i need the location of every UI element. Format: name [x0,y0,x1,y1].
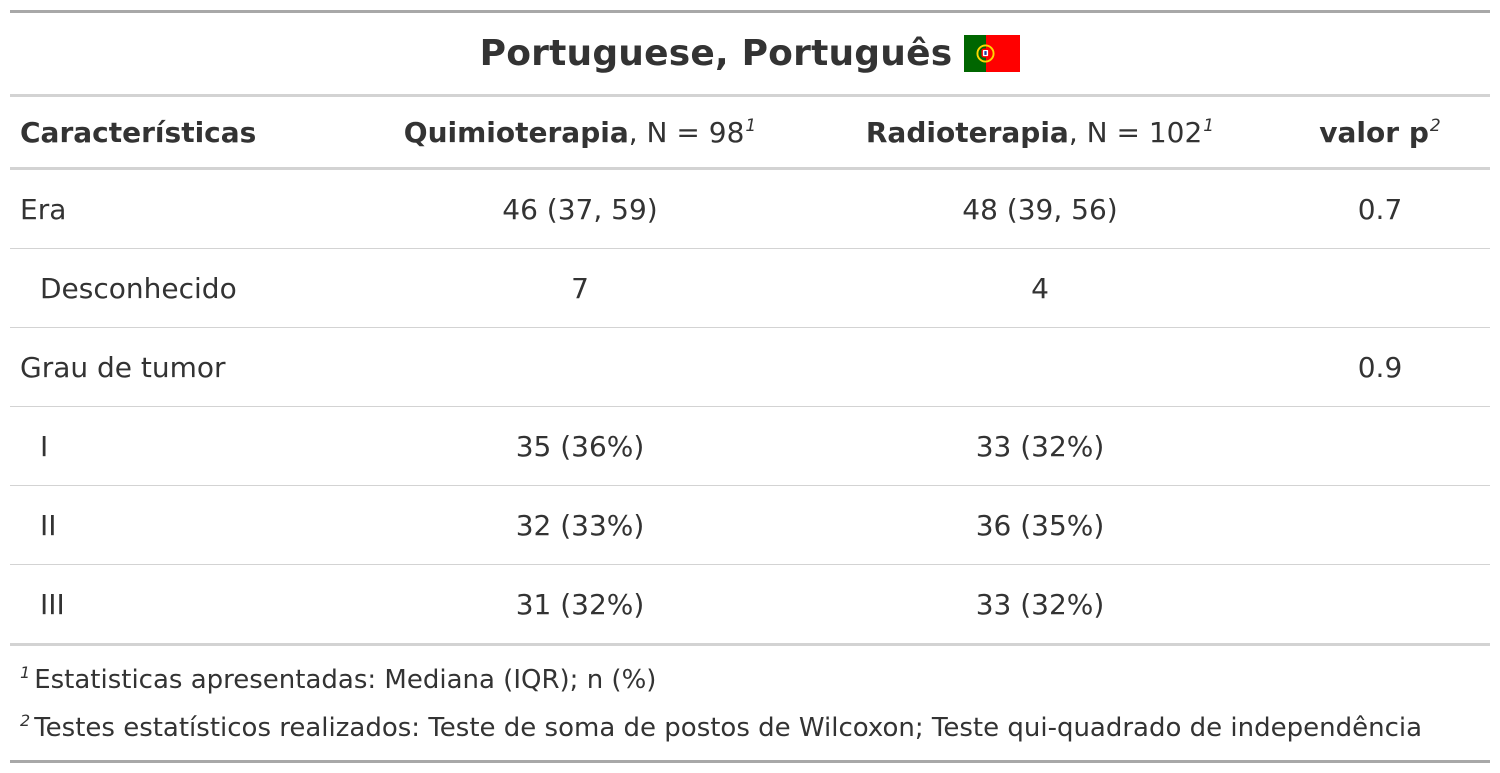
table-row: Desconhecido 7 4 [10,248,1490,328]
table-row: III 31 (32%) 33 (32%) [10,564,1490,646]
footnote-text: Testes estatísticos realizados: Teste de… [34,713,1423,743]
table-row: I 35 (36%) 33 (32%) [10,406,1490,486]
row-label: III [10,564,350,646]
cell-radioterapia [810,327,1270,407]
row-label: I [10,406,350,486]
cell-radioterapia: 36 (35%) [810,485,1270,565]
data-table: Características Quimioterapia, N = 981 R… [10,97,1490,646]
summary-table: Portuguese, Português Características Qu… [10,10,1490,763]
row-label: Era [10,168,350,249]
row-label: Desconhecido [10,248,350,328]
header-caracteristicas: Características [10,97,350,170]
footnote-mark: 1 [20,663,31,683]
header-radioterapia: Radioterapia, N = 1021 [810,97,1270,170]
cell-quimioterapia: 31 (32%) [350,564,810,646]
footnote-mark: 2 [20,711,31,731]
header-quimioterapia: Quimioterapia, N = 981 [350,97,810,170]
cell-radioterapia: 33 (32%) [810,564,1270,646]
cell-quimioterapia: 46 (37, 59) [350,168,810,249]
cell-valor-p: 0.7 [1270,168,1490,249]
cell-radioterapia: 4 [810,248,1270,328]
cell-radioterapia: 33 (32%) [810,406,1270,486]
cell-radioterapia: 48 (39, 56) [810,168,1270,249]
table-row: Era 46 (37, 59) 48 (39, 56) 0.7 [10,168,1490,249]
table-title-row: Portuguese, Português [10,13,1490,97]
cell-quimioterapia: 32 (33%) [350,485,810,565]
footnote-text: Estatisticas apresentadas: Mediana (IQR)… [34,665,657,695]
cell-valor-p [1270,485,1490,565]
cell-valor-p [1270,406,1490,486]
header-valor-p: valor p2 [1270,97,1490,170]
table-title: Portuguese, Português [479,33,953,74]
footnote-2: 2 Testes estatísticos realizados: Teste d… [10,704,1490,752]
cell-valor-p [1270,248,1490,328]
cell-valor-p [1270,564,1490,646]
cell-quimioterapia [350,327,810,407]
table-row: Grau de tumor 0.9 [10,327,1490,407]
cell-quimioterapia: 35 (36%) [350,406,810,486]
row-label: II [10,485,350,565]
cell-valor-p: 0.9 [1270,327,1490,407]
footnote-1: 1 Estatisticas apresentadas: Mediana (IQR… [10,656,1490,704]
cell-quimioterapia: 7 [350,248,810,328]
header-row: Características Quimioterapia, N = 981 R… [10,97,1490,170]
footnotes: 1 Estatisticas apresentadas: Mediana (IQR… [10,646,1490,763]
table-row: II 32 (33%) 36 (35%) [10,485,1490,565]
portugal-flag-icon [964,35,1021,72]
row-label: Grau de tumor [10,327,350,407]
top-rule [10,10,1490,13]
